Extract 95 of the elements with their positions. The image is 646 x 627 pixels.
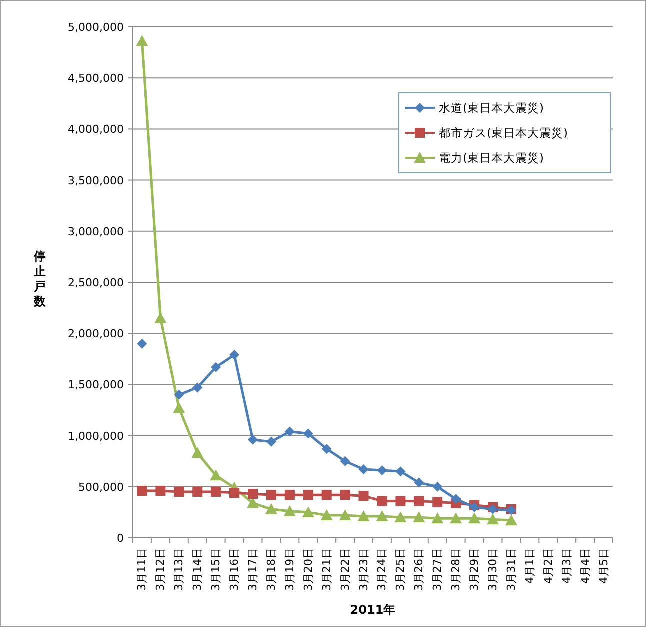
point: [414, 496, 424, 506]
point: [174, 390, 184, 400]
point: [192, 447, 204, 458]
x-tick-label: 3月12日: [154, 548, 168, 591]
point: [432, 512, 444, 524]
point: [303, 428, 314, 439]
point: [450, 512, 462, 524]
y-tick-label: 3,000,000: [68, 225, 124, 238]
y-tick-label: 500,000: [78, 480, 124, 494]
point: [413, 512, 426, 523]
point: [396, 466, 406, 477]
legend-label: 電力(東日本大震災): [439, 151, 544, 165]
x-tick-label: 3月18日: [264, 548, 278, 591]
point: [414, 478, 424, 488]
x-tick-label: 4月2日: [542, 548, 555, 584]
point: [154, 312, 167, 324]
x-tick-label: 3月11日: [136, 548, 149, 591]
point: [156, 486, 166, 496]
point: [322, 444, 332, 454]
point: [210, 470, 222, 481]
point: [339, 510, 352, 521]
point: [137, 338, 148, 349]
y-tick-label: 4,000,000: [68, 123, 124, 136]
point: [266, 490, 276, 500]
point: [358, 491, 369, 502]
x-tick-label: 3月20日: [302, 548, 315, 591]
y-axis-title: 停止戸数: [33, 250, 47, 308]
point: [432, 497, 443, 508]
legend-label: 水道(東日本大震災): [439, 101, 544, 115]
y-tick-label: 2,000,000: [68, 328, 124, 341]
x-tick-label: 3月15日: [210, 548, 223, 591]
point: [358, 464, 369, 475]
x-tick-label: 4月1日: [523, 548, 536, 584]
x-tick-label: 3月29日: [468, 548, 482, 591]
point: [137, 486, 148, 496]
point: [377, 466, 388, 476]
y-tick-label: 4,500,000: [68, 72, 124, 86]
x-tick-label: 3月30日: [486, 548, 500, 591]
point: [322, 490, 332, 500]
point: [211, 362, 222, 372]
x-tick-label: 3月31日: [504, 548, 518, 591]
point: [284, 490, 295, 500]
point: [230, 350, 240, 360]
y-tick-label: 1,000,000: [68, 430, 124, 443]
y-tick-label: 5,000,000: [68, 21, 124, 34]
point: [284, 505, 296, 516]
point: [468, 512, 481, 524]
x-tick-label: 3月21日: [320, 548, 334, 591]
point: [358, 510, 370, 522]
point: [248, 434, 258, 445]
x-tick-label: 3月28日: [450, 548, 463, 591]
point: [192, 487, 203, 498]
x-tick-label: 3月16日: [228, 548, 242, 591]
point: [394, 512, 407, 523]
point: [340, 456, 350, 466]
x-tick-label: 3月25日: [394, 548, 408, 591]
x-tick-label: 3月24日: [376, 548, 389, 591]
x-tick-label: 3月19日: [283, 548, 296, 591]
y-tick-label: 3,500,000: [68, 174, 124, 188]
point: [230, 488, 240, 498]
x-tick-label: 3月14日: [191, 548, 204, 591]
x-tick-label: 3月26日: [412, 548, 426, 591]
x-tick-label: 3月27日: [431, 548, 444, 591]
x-tick-label: 4月3日: [560, 548, 574, 584]
point: [136, 35, 148, 46]
point: [396, 496, 406, 506]
point: [320, 510, 333, 521]
point: [340, 490, 350, 500]
y-tick-label: 0: [117, 532, 124, 545]
point: [265, 503, 278, 514]
point: [192, 382, 203, 393]
point: [376, 510, 388, 522]
point: [266, 436, 276, 447]
point: [377, 496, 388, 506]
point: [173, 402, 186, 414]
point: [174, 487, 184, 498]
x-tick-label: 3月13日: [172, 548, 186, 591]
y-tick-label: 2,500,000: [68, 276, 124, 290]
point: [248, 489, 258, 500]
point: [451, 494, 462, 504]
point: [302, 506, 314, 518]
x-tick-label: 4月5日: [597, 548, 610, 584]
x-tick-label: 3月17日: [246, 548, 260, 591]
point: [432, 482, 443, 492]
x-tick-label: 4月4日: [578, 548, 592, 584]
y-tick-label: 1,500,000: [68, 378, 124, 392]
point: [284, 426, 295, 437]
legend-label: 都市ガス(東日本大震災): [439, 126, 568, 140]
point: [487, 514, 499, 525]
point: [505, 514, 518, 526]
point: [303, 490, 314, 500]
x-tick-label: 3月22日: [338, 548, 352, 591]
x-tick-label: 3月23日: [357, 548, 370, 591]
x-axis-title: 2011年: [350, 603, 396, 617]
point: [211, 487, 222, 498]
